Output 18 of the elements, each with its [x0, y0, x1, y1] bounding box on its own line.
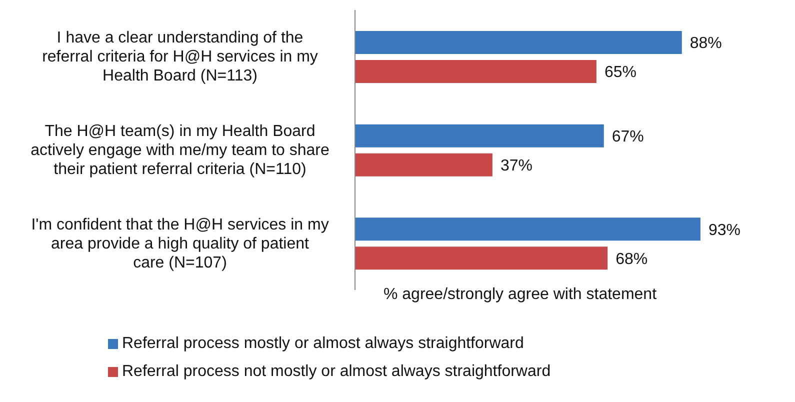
- bar: [355, 153, 492, 176]
- bar: [355, 218, 700, 241]
- legend-label: Referral process not mostly or almost always straightforward: [122, 363, 551, 381]
- bar: [355, 31, 682, 54]
- data-label: 88%: [690, 35, 722, 52]
- data-label: 68%: [616, 250, 648, 268]
- y-tick-label: The H@H team(s) in my Health Board actively engage with me/my team to share their patient referral criteria (N=110): [30, 122, 330, 178]
- x-axis-title: % agree/strongly agree with statement: [382, 286, 658, 304]
- bar: [355, 246, 608, 270]
- data-label: 67%: [612, 128, 644, 146]
- data-label: 93%: [708, 222, 740, 239]
- bar: [355, 60, 596, 83]
- bar: [355, 124, 604, 148]
- data-label: 37%: [500, 158, 532, 175]
- data-label: 65%: [604, 64, 636, 82]
- y-tick-label: I'm confident that the H@H services in my area provide a high quality of patient care (N=107): [31, 216, 329, 271]
- legend-label: Referral process mostly or almost always straightforward: [122, 335, 524, 353]
- y-tick-label: I have a clear understanding of the referral criteria for H@H services in my Health Board (N=113): [42, 29, 318, 84]
